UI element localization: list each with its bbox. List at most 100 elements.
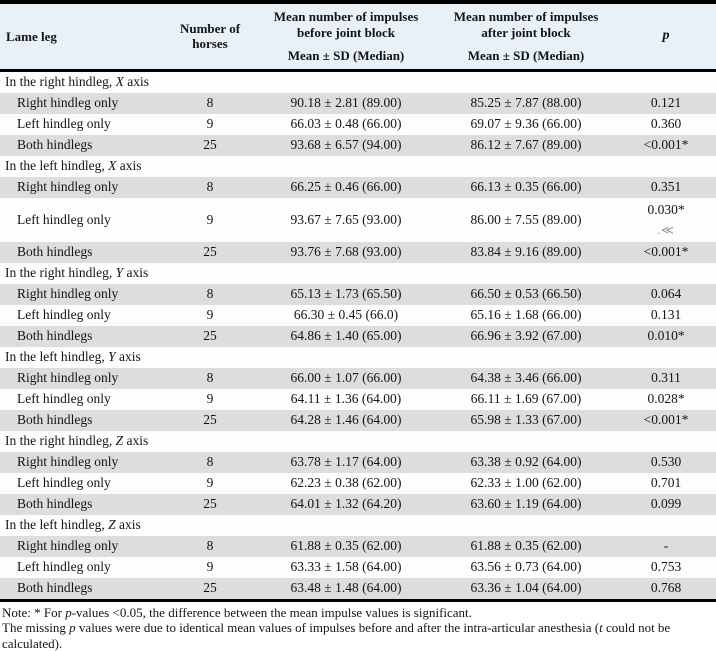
col-header-before-block: Mean number of impulses before joint blo… — [256, 2, 436, 72]
table-row: Right hindleg only 8 66.00 ± 1.07 (66.00) 6… — [0, 367, 716, 389]
section-row: In the left hindleg, X axis — [0, 155, 716, 177]
p-value: - — [616, 535, 716, 557]
row-label: Right hindleg only — [0, 283, 164, 305]
table-header: Lame leg Number of horses Mean number of… — [0, 2, 716, 72]
before-value: 66.30 ± 0.45 (66.0) — [256, 304, 436, 326]
after-value: 64.38 ± 3.46 (66.00) — [436, 367, 616, 389]
table-row: Left hindleg only 9 93.67 ± 7.65 (93.00) 86… — [0, 197, 716, 242]
p-value: 0.028* — [616, 388, 716, 410]
horses-count: 8 — [164, 92, 256, 114]
before-value: 64.86 ± 1.40 (65.00) — [256, 325, 436, 347]
after-value: 62.33 ± 1.00 (62.00) — [436, 472, 616, 494]
row-label: Right hindleg only — [0, 451, 164, 473]
p-value: 0.131 — [616, 304, 716, 326]
table-body: In the right hindleg, X axis Right hindl… — [0, 70, 716, 601]
p-value: <0.001* — [616, 241, 716, 263]
before-value: 64.11 ± 1.36 (64.00) — [256, 388, 436, 410]
horses-count: 25 — [164, 577, 256, 601]
row-label: Both hindlegs — [0, 577, 164, 601]
after-value: 63.36 ± 1.04 (64.00) — [436, 577, 616, 601]
artifact-glyph: .≪ — [657, 222, 675, 237]
table-row: Both hindlegs 25 63.48 ± 1.48 (64.00) 63.36… — [0, 577, 716, 601]
before-value: 63.78 ± 1.17 (64.00) — [256, 451, 436, 473]
col-header-lame-leg: Lame leg — [0, 2, 164, 72]
table-row: Left hindleg only 9 62.23 ± 0.38 (62.00) 62… — [0, 472, 716, 494]
after-value: 83.84 ± 9.16 (89.00) — [436, 241, 616, 263]
section-title: In the right hindleg, Z axis — [0, 430, 716, 452]
table-row: Left hindleg only 9 66.30 ± 0.45 (66.0) 65.… — [0, 304, 716, 326]
section-title: In the left hindleg, Z axis — [0, 514, 716, 536]
before-value: 65.13 ± 1.73 (65.50) — [256, 283, 436, 305]
row-label: Left hindleg only — [0, 472, 164, 494]
table-row: Left hindleg only 9 66.03 ± 0.48 (66.00) 69… — [0, 113, 716, 135]
p-value: 0.010* — [616, 325, 716, 347]
horses-count: 8 — [164, 367, 256, 389]
after-value: 61.88 ± 0.35 (62.00) — [436, 535, 616, 557]
table-row: Left hindleg only 9 64.11 ± 1.36 (64.00) 66… — [0, 388, 716, 410]
after-value: 66.13 ± 0.35 (66.00) — [436, 176, 616, 198]
col-header-before-sub: Mean ± SD (Median) — [287, 48, 405, 64]
row-label: Both hindlegs — [0, 325, 164, 347]
table-row: Right hindleg only 8 63.78 ± 1.17 (64.00) 6… — [0, 451, 716, 473]
impulse-statistics-table: Lame leg Number of horses Mean number of… — [0, 0, 716, 602]
p-value: 0.753 — [616, 556, 716, 578]
p-value: <0.001* — [616, 134, 716, 156]
row-label: Both hindlegs — [0, 241, 164, 263]
table-row: Right hindleg only 8 90.18 ± 2.81 (89.00) 8… — [0, 92, 716, 114]
after-value: 66.50 ± 0.53 (66.50) — [436, 283, 616, 305]
table-row: Right hindleg only 8 61.88 ± 0.35 (62.00) 6… — [0, 535, 716, 557]
horses-count: 25 — [164, 493, 256, 515]
table-notes: Note: * For p-values <0.05, the differen… — [0, 602, 716, 651]
table-row: Right hindleg only 8 65.13 ± 1.73 (65.50) 6… — [0, 283, 716, 305]
row-label: Right hindleg only — [0, 92, 164, 114]
table-row: Both hindlegs 25 64.28 ± 1.46 (64.00) 65.98… — [0, 409, 716, 431]
table-row: Both hindlegs 25 93.76 ± 7.68 (93.00) 83.84… — [0, 241, 716, 263]
after-value: 63.60 ± 1.19 (64.00) — [436, 493, 616, 515]
section-row: In the right hindleg, Z axis — [0, 430, 716, 452]
horses-count: 9 — [164, 113, 256, 135]
horses-count: 9 — [164, 472, 256, 494]
row-label: Both hindlegs — [0, 493, 164, 515]
table-row: Left hindleg only 9 63.33 ± 1.58 (64.00) 63… — [0, 556, 716, 578]
before-value: 63.48 ± 1.48 (64.00) — [256, 577, 436, 601]
after-value: 65.16 ± 1.68 (66.00) — [436, 304, 616, 326]
after-value: 86.00 ± 7.55 (89.00) — [436, 197, 616, 242]
row-label: Left hindleg only — [0, 556, 164, 578]
horses-count: 25 — [164, 134, 256, 156]
before-value: 62.23 ± 0.38 (62.00) — [256, 472, 436, 494]
p-value: 0.530 — [616, 451, 716, 473]
before-value: 93.76 ± 7.68 (93.00) — [256, 241, 436, 263]
section-title: In the left hindleg, X axis — [0, 155, 716, 177]
row-label: Right hindleg only — [0, 367, 164, 389]
after-value: 66.96 ± 3.92 (67.00) — [436, 325, 616, 347]
italic-p: p — [69, 620, 76, 636]
before-value: 93.67 ± 7.65 (93.00) — [256, 197, 436, 242]
row-label: Left hindleg only — [0, 197, 164, 242]
before-value: 66.03 ± 0.48 (66.00) — [256, 113, 436, 135]
row-label: Both hindlegs — [0, 409, 164, 431]
italic-t: t — [599, 620, 603, 636]
row-label: Right hindleg only — [0, 176, 164, 198]
horses-count: 9 — [164, 197, 256, 242]
p-value: 0.064 — [616, 283, 716, 305]
p-value: 0.701 — [616, 472, 716, 494]
before-value: 64.01 ± 1.32 (64.20) — [256, 493, 436, 515]
horses-count: 8 — [164, 176, 256, 198]
before-value: 90.18 ± 2.81 (89.00) — [256, 92, 436, 114]
col-header-before-label: Mean number of impulses before joint blo… — [273, 9, 419, 40]
col-header-number-of-horses: Number of horses — [164, 2, 256, 72]
note-line-1: Note: * For p-values <0.05, the differen… — [2, 604, 472, 620]
section-row: In the right hindleg, X axis — [0, 70, 716, 93]
horses-count: 8 — [164, 451, 256, 473]
italic-p: p — [65, 604, 72, 620]
section-row: In the left hindleg, Z axis — [0, 514, 716, 536]
row-label: Left hindleg only — [0, 304, 164, 326]
before-value: 63.33 ± 1.58 (64.00) — [256, 556, 436, 578]
after-value: 65.98 ± 1.33 (67.00) — [436, 409, 616, 431]
section-title: In the right hindleg, X axis — [0, 70, 716, 93]
horses-count: 25 — [164, 325, 256, 347]
horses-count: 9 — [164, 304, 256, 326]
table-row: Both hindlegs 25 64.01 ± 1.32 (64.20) 63.60… — [0, 493, 716, 515]
horses-count: 8 — [164, 283, 256, 305]
